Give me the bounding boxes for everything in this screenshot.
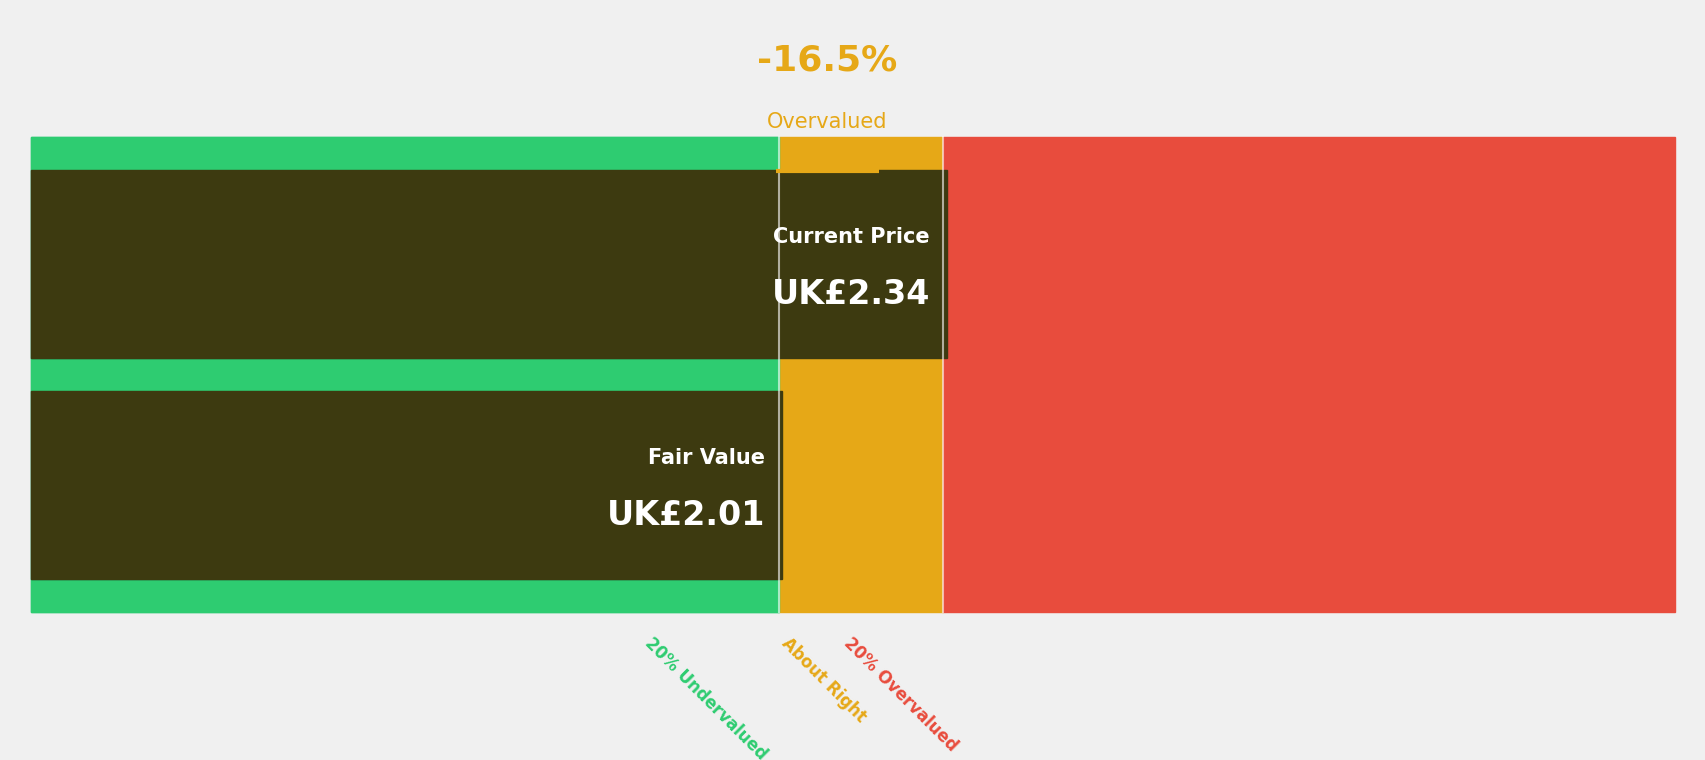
Text: About Right: About Right <box>777 635 870 727</box>
Bar <box>779 137 943 612</box>
Text: 20% Undervalued: 20% Undervalued <box>641 635 771 760</box>
Text: Current Price: Current Price <box>772 227 929 247</box>
Bar <box>31 137 779 170</box>
Bar <box>31 170 779 358</box>
Text: UK£2.34: UK£2.34 <box>771 277 929 311</box>
Text: 20% Overvalued: 20% Overvalued <box>839 635 960 755</box>
Bar <box>31 578 779 612</box>
Bar <box>31 391 783 578</box>
Text: -16.5%: -16.5% <box>757 44 897 78</box>
Text: UK£2.01: UK£2.01 <box>607 499 766 532</box>
Bar <box>31 358 779 391</box>
Bar <box>31 391 779 578</box>
Text: Fair Value: Fair Value <box>648 448 766 468</box>
Bar <box>31 137 779 612</box>
Bar <box>943 137 1674 612</box>
Bar <box>31 170 946 358</box>
Text: Overvalued: Overvalued <box>767 112 887 131</box>
